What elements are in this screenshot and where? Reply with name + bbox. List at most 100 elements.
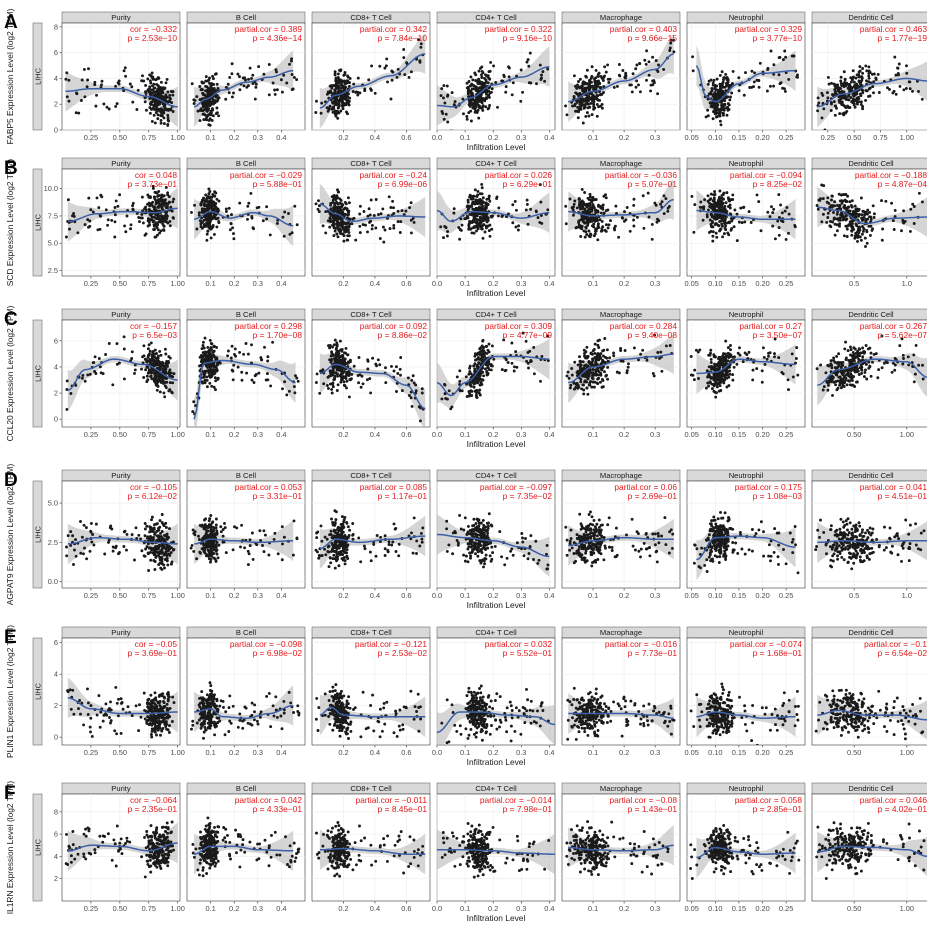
data-point xyxy=(471,106,475,110)
data-point xyxy=(471,207,475,211)
x-tick-label: 0.75 xyxy=(142,430,156,439)
data-point xyxy=(154,359,158,363)
data-point xyxy=(131,100,135,104)
x-tick-label: 0.2 xyxy=(229,279,239,288)
data-point xyxy=(320,101,324,105)
data-point xyxy=(571,208,575,212)
data-point xyxy=(462,112,465,116)
data-point xyxy=(207,226,211,229)
data-point xyxy=(148,195,152,199)
data-point xyxy=(336,235,340,239)
data-point xyxy=(843,94,847,98)
data-point xyxy=(777,215,781,219)
loess-line xyxy=(437,66,550,108)
data-point xyxy=(197,211,201,215)
data-point xyxy=(590,75,594,78)
data-point xyxy=(483,218,487,221)
data-point xyxy=(140,216,144,220)
data-point xyxy=(488,234,492,238)
data-point xyxy=(721,111,725,115)
data-point xyxy=(851,78,854,82)
data-point xyxy=(115,362,119,366)
data-point xyxy=(107,107,111,111)
data-point xyxy=(374,198,378,201)
data-point xyxy=(409,218,413,222)
data-point xyxy=(465,117,469,121)
data-point xyxy=(396,220,400,224)
data-point xyxy=(133,368,137,372)
data-point xyxy=(273,92,277,96)
data-point xyxy=(861,71,865,75)
data-point xyxy=(480,75,484,79)
loess-line xyxy=(67,207,178,223)
data-point xyxy=(481,224,485,228)
data-point xyxy=(721,104,725,108)
data-point xyxy=(757,85,761,89)
x-tick-label: 0.75 xyxy=(873,133,887,142)
data-point xyxy=(275,221,279,225)
data-point xyxy=(147,370,151,374)
data-point xyxy=(106,223,110,227)
data-point xyxy=(894,92,898,96)
data-point xyxy=(156,354,160,358)
data-point xyxy=(146,354,150,358)
facet-label: Purity xyxy=(111,310,131,319)
data-point xyxy=(247,77,250,81)
data-point xyxy=(783,87,786,91)
data-point xyxy=(485,92,488,96)
data-point xyxy=(858,235,862,239)
data-point xyxy=(209,227,213,231)
data-point xyxy=(723,205,727,208)
data-point xyxy=(115,342,119,346)
data-point xyxy=(154,199,158,202)
data-point xyxy=(172,197,176,201)
data-point xyxy=(146,347,150,351)
facet-label: Dendritic Cell xyxy=(848,159,893,168)
data-point xyxy=(148,218,152,222)
data-point xyxy=(730,219,734,223)
data-point xyxy=(203,359,206,362)
data-point xyxy=(853,235,857,239)
data-point xyxy=(833,200,837,204)
data-point xyxy=(839,213,843,217)
data-point xyxy=(125,214,129,218)
data-point xyxy=(466,198,470,202)
data-point xyxy=(193,203,196,207)
data-point xyxy=(908,229,912,233)
facet-label: CD8+ T Cell xyxy=(350,159,392,168)
data-point xyxy=(585,210,589,214)
data-point xyxy=(765,89,769,93)
data-point xyxy=(723,227,727,230)
data-point xyxy=(507,75,511,79)
data-point xyxy=(733,208,737,212)
data-point xyxy=(204,75,208,79)
data-point xyxy=(578,77,582,81)
correlation-label: partial.cor = −0.036 xyxy=(605,170,678,180)
data-point xyxy=(280,90,284,94)
y-tick-label: 2.5 xyxy=(48,266,58,275)
data-point xyxy=(395,75,399,79)
data-point xyxy=(731,198,735,201)
data-point xyxy=(156,221,159,225)
data-point xyxy=(488,69,492,73)
data-point xyxy=(581,215,585,219)
data-point xyxy=(731,193,735,197)
data-point xyxy=(332,222,336,226)
data-point xyxy=(155,374,159,378)
x-tick-label: 0.1 xyxy=(460,133,470,142)
data-point xyxy=(274,68,278,72)
data-point xyxy=(156,205,160,209)
data-point xyxy=(845,207,848,211)
data-point xyxy=(598,218,602,222)
y-tick-label: 8 xyxy=(54,22,58,31)
data-point xyxy=(702,207,706,211)
data-point xyxy=(455,375,459,379)
data-point xyxy=(481,216,485,220)
data-point xyxy=(739,206,743,210)
data-point xyxy=(207,371,211,375)
data-point xyxy=(728,212,732,216)
data-point xyxy=(485,90,488,94)
data-point xyxy=(342,239,346,243)
